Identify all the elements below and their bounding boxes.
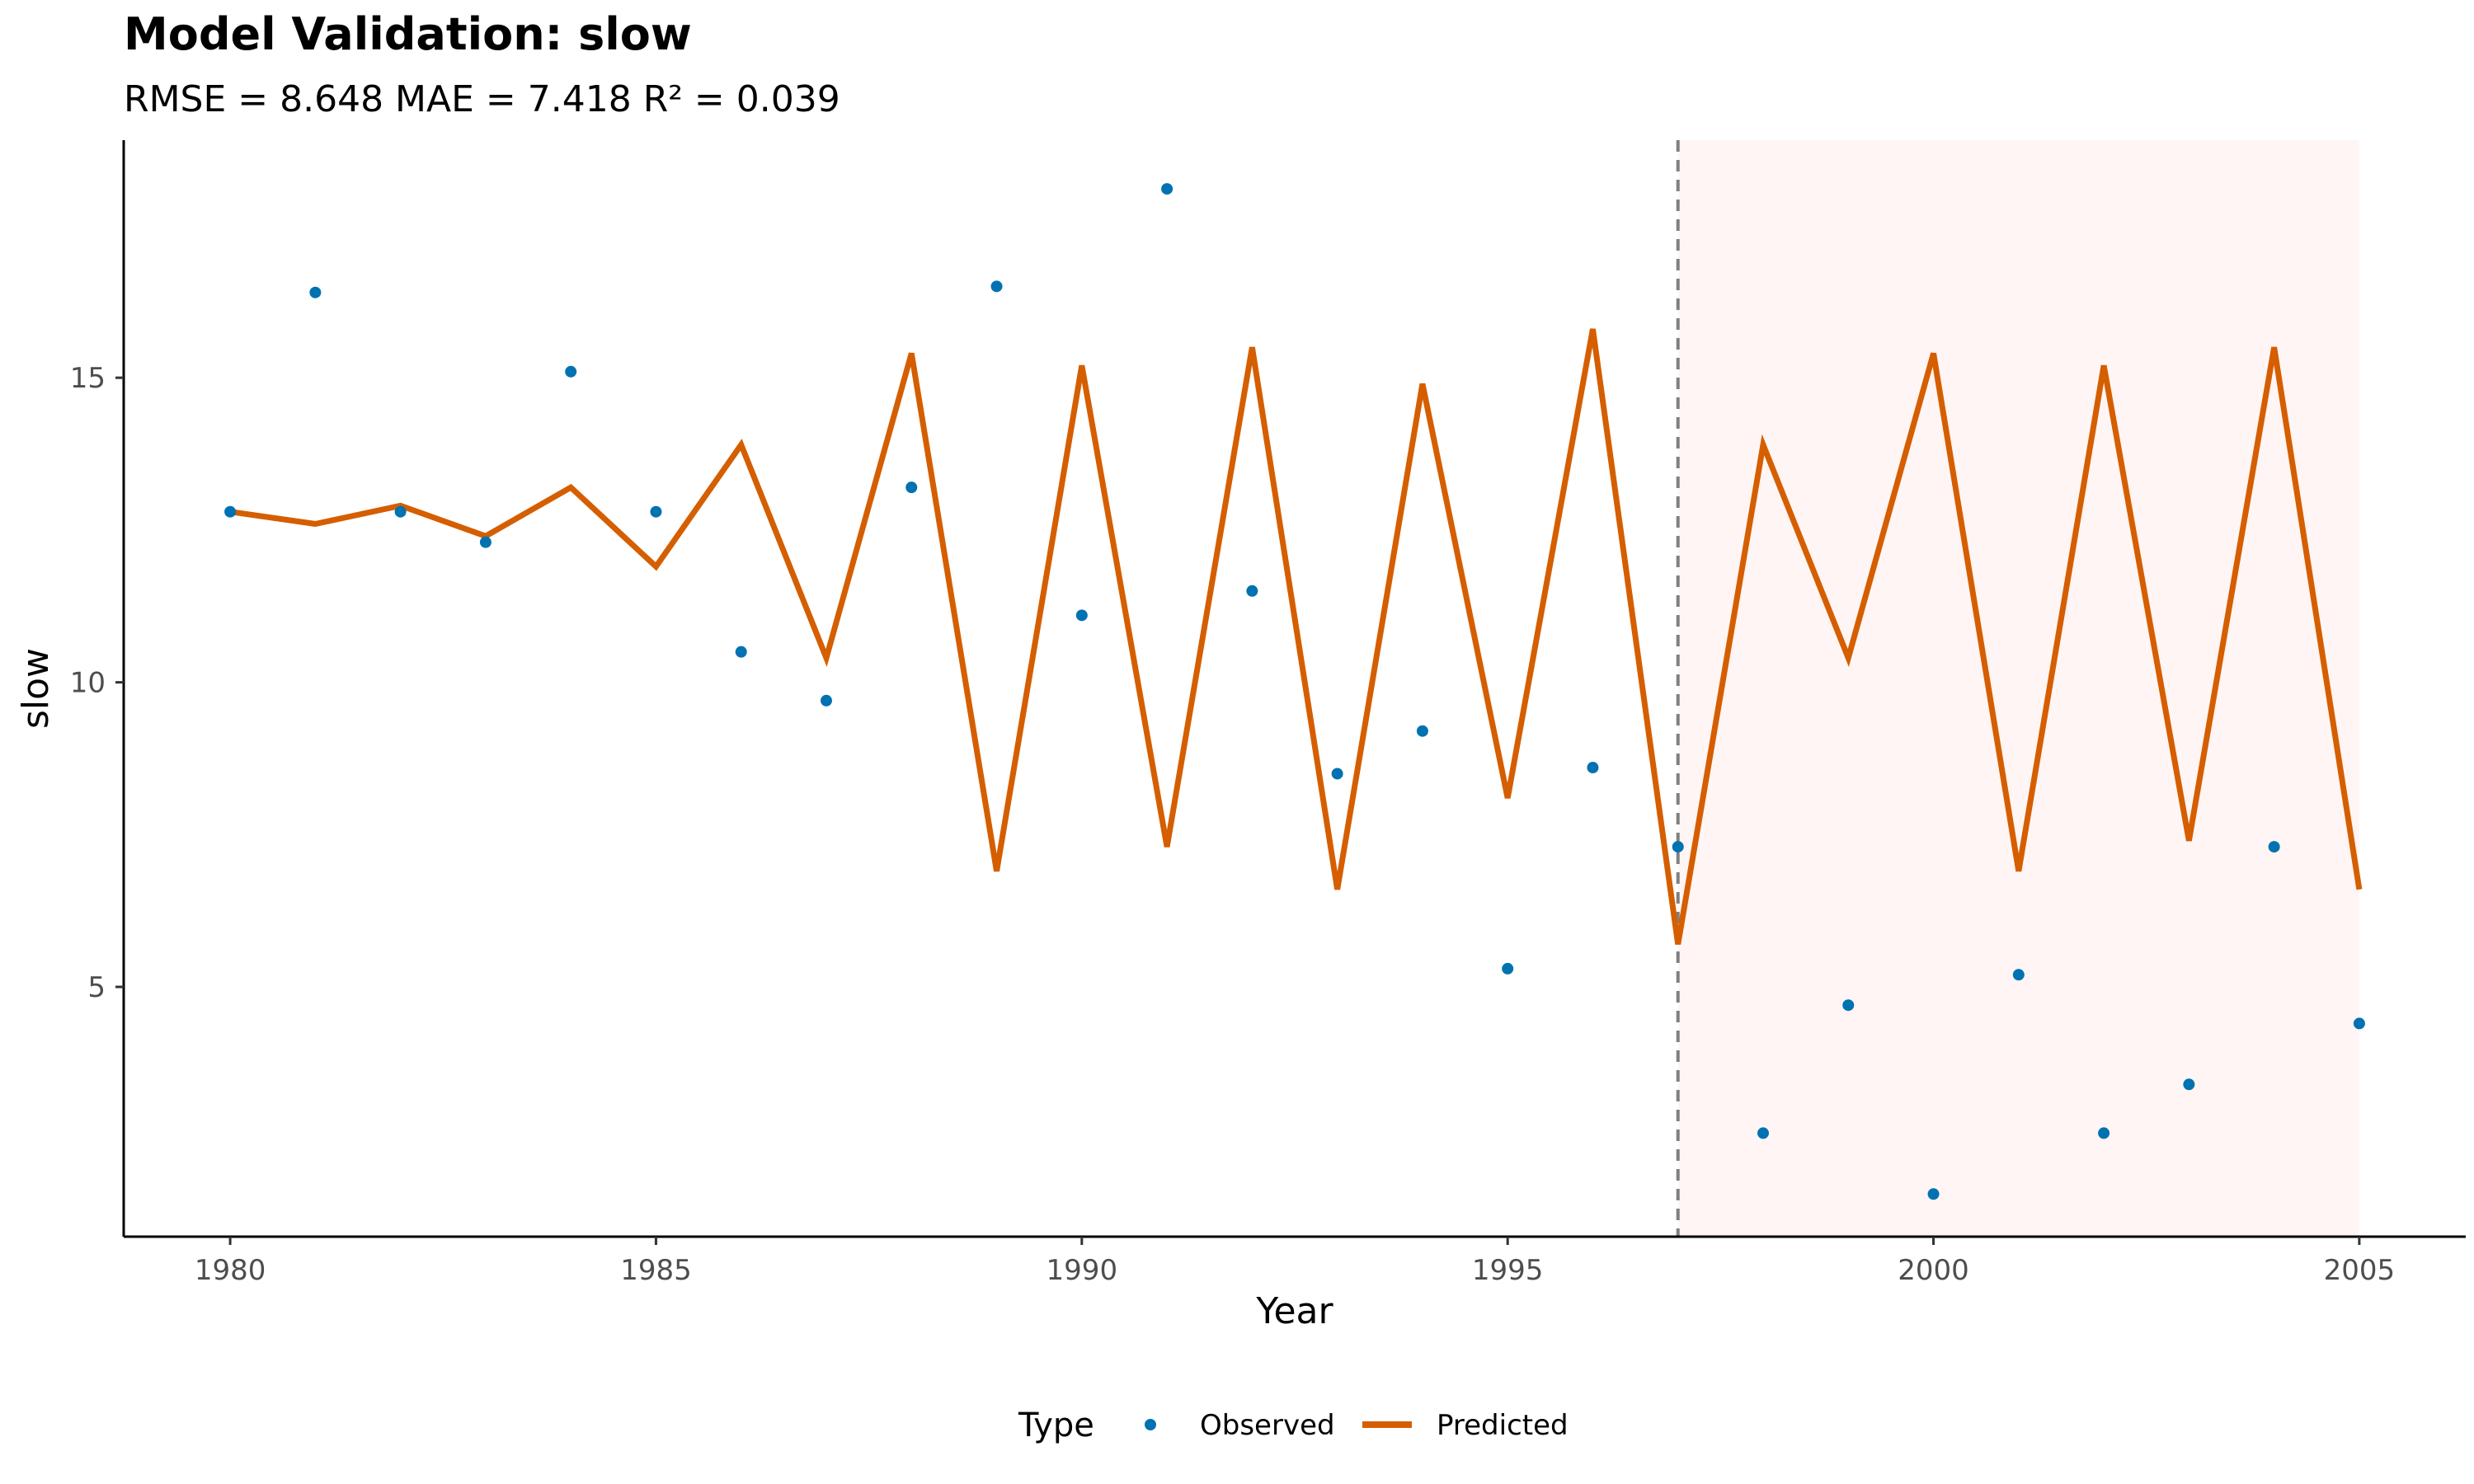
observed-point	[2353, 1017, 2365, 1030]
observed-series	[224, 183, 2365, 1200]
observed-point	[2183, 1078, 2195, 1091]
x-tick-label: 2000	[1898, 1254, 1969, 1287]
y-ticks: 5 10 15	[70, 362, 124, 1004]
y-tick-label: 10	[70, 667, 106, 700]
axes	[122, 140, 2466, 1238]
observed-point	[735, 646, 747, 658]
observed-point	[1246, 585, 1258, 597]
legend-title: Type	[1018, 1407, 1094, 1444]
y-axis-title: slow	[15, 648, 57, 729]
observed-point	[394, 505, 407, 518]
observed-point	[650, 505, 662, 518]
predicted-series	[229, 328, 2363, 945]
observed-point	[821, 694, 832, 707]
observed-point	[309, 286, 322, 298]
x-tick-label: 2005	[2324, 1254, 2396, 1287]
predicted-line	[229, 328, 2363, 945]
observed-point	[2012, 969, 2025, 981]
x-tick-label: 1990	[1047, 1254, 1118, 1287]
observed-point	[479, 536, 492, 548]
chart-subtitle: RMSE = 8.648 MAE = 7.418 R² = 0.039	[124, 78, 840, 120]
observed-point	[1075, 609, 1088, 622]
observed-point	[1587, 762, 1599, 774]
observed-point	[224, 505, 237, 518]
legend: Type Observed Predicted	[1018, 1407, 1569, 1444]
observed-point	[1416, 725, 1428, 737]
observed-point	[1161, 183, 1174, 195]
observed-point	[2268, 841, 2280, 853]
observed-point	[565, 365, 577, 378]
y-tick-label: 5	[87, 971, 106, 1004]
observed-point	[2098, 1127, 2110, 1139]
observed-point	[1757, 1127, 1769, 1139]
legend-label-predicted: Predicted	[1437, 1409, 1569, 1442]
y-tick-label: 15	[70, 362, 106, 395]
x-ticks: 1980 1985 1990 1995 2000 2005	[195, 1237, 2395, 1287]
legend-key-observed	[1145, 1419, 1156, 1430]
x-tick-label: 1980	[195, 1254, 266, 1287]
x-axis-title: Year	[1255, 1290, 1333, 1332]
x-tick-label: 1995	[1472, 1254, 1544, 1287]
observed-point	[1672, 841, 1684, 853]
observed-point	[990, 280, 1003, 293]
test-period-region	[1677, 140, 2359, 1237]
x-tick-label: 1985	[620, 1254, 692, 1287]
observed-point	[905, 481, 918, 494]
legend-label-observed: Observed	[1200, 1409, 1335, 1442]
observed-point	[1502, 962, 1514, 974]
observed-point	[1927, 1188, 1940, 1200]
observed-point	[1331, 768, 1343, 780]
observed-point	[1842, 999, 1855, 1012]
chart-title: Model Validation: slow	[124, 8, 692, 60]
test-region-layer	[1677, 140, 2359, 1237]
